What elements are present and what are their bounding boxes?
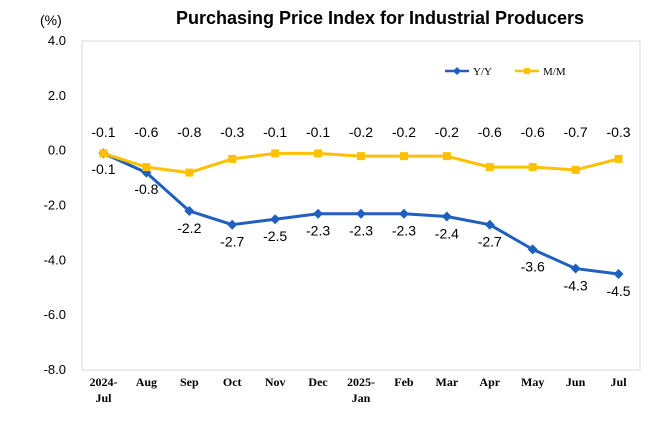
legend-marker [524, 68, 530, 74]
chart-title: Purchasing Price Index for Industrial Pr… [176, 8, 584, 28]
data-label-yy: -2.5 [263, 228, 287, 244]
data-label-mm: -0.3 [606, 124, 630, 140]
data-label-yy: -2.3 [306, 223, 330, 239]
data-point-yy [270, 214, 281, 225]
data-point-yy [527, 244, 538, 255]
data-point-mm [142, 163, 151, 172]
y-tick-label: -2.0 [44, 198, 66, 213]
data-label-yy: -2.3 [349, 223, 373, 239]
x-tick-label: Aug [136, 375, 157, 389]
x-tick-label: 2024- [89, 375, 117, 389]
legend: Y/Y M/M [445, 66, 566, 78]
data-label-yy: -0.1 [91, 161, 115, 177]
y-tick-label: -6.0 [44, 307, 66, 322]
legend-label: M/M [543, 66, 566, 78]
y-tick-label: -8.0 [44, 362, 66, 377]
y-axis-unit: (%) [40, 12, 62, 28]
data-label-yy: -4.5 [606, 283, 630, 299]
data-point-yy [484, 219, 495, 230]
data-label-mm: -0.2 [392, 124, 416, 140]
x-tick-label: Mar [436, 375, 459, 389]
data-label-mm: -0.2 [349, 124, 373, 140]
x-tick-label: Apr [479, 375, 500, 389]
data-label-yy: -0.8 [134, 181, 158, 197]
data-point-yy [398, 208, 409, 219]
x-tick-label: Dec [308, 375, 328, 389]
data-point-yy [313, 208, 324, 219]
data-label-mm: -0.7 [564, 124, 588, 140]
data-point-mm [485, 163, 494, 172]
data-label-yy: -2.7 [220, 234, 244, 250]
x-tick-label: May [521, 375, 544, 389]
data-point-mm [99, 149, 108, 158]
data-point-mm [528, 163, 537, 172]
data-label-yy: -2.4 [435, 225, 459, 241]
data-label-mm: -0.6 [478, 124, 502, 140]
data-label-mm: -0.1 [91, 124, 115, 140]
plot-area: 4.0 2.0 0.0 -2.0 -4.0 -6.0 -8.0 2024- Jul Aug Sep O… [44, 33, 641, 405]
x-tick-label: 2025- [347, 375, 375, 389]
x-tick-label: Oct [223, 375, 242, 389]
data-label-mm: -0.2 [435, 124, 459, 140]
x-tick-label: Nov [265, 375, 286, 389]
data-point-mm [399, 152, 408, 161]
data-point-yy [613, 269, 624, 280]
x-tick-label: Feb [394, 375, 414, 389]
data-point-yy [570, 263, 581, 274]
data-point-yy [356, 208, 366, 219]
x-tick-label: Jul [95, 391, 112, 405]
data-point-mm [185, 168, 194, 177]
data-label-yy: -2.7 [478, 234, 502, 250]
y-tick-label: 0.0 [48, 143, 66, 158]
y-tick-label: 2.0 [48, 88, 66, 103]
data-label-yy: -4.3 [564, 278, 588, 294]
data-label-mm: -0.6 [521, 124, 545, 140]
data-label-mm: -0.6 [134, 124, 158, 140]
data-point-mm [228, 154, 237, 163]
data-point-mm [442, 152, 451, 161]
legend-marker [453, 67, 461, 75]
x-tick-label: Jan [352, 391, 371, 405]
y-tick-label: 4.0 [48, 33, 66, 48]
data-point-mm [314, 149, 323, 158]
data-point-mm [571, 165, 580, 174]
x-tick-label: Sep [180, 375, 199, 389]
x-tick-label: Jul [611, 375, 628, 389]
data-label-yy: -3.6 [521, 258, 545, 274]
legend-label: Y/Y [473, 66, 492, 78]
data-point-yy [184, 205, 195, 216]
x-tick-label: Jun [566, 375, 586, 389]
data-label-mm: -0.1 [263, 124, 287, 140]
data-point-mm [614, 154, 623, 163]
data-point-mm [357, 152, 365, 161]
y-tick-label: -4.0 [44, 252, 66, 267]
plot-border [81, 40, 641, 371]
data-point-yy [227, 219, 238, 230]
data-point-yy [441, 211, 452, 222]
data-label-yy: -2.3 [392, 223, 416, 239]
data-label-yy: -2.2 [177, 220, 201, 236]
data-label-mm: -0.1 [306, 124, 330, 140]
data-label-mm: -0.8 [177, 124, 201, 140]
data-label-mm: -0.3 [220, 124, 244, 140]
data-point-mm [271, 149, 280, 158]
